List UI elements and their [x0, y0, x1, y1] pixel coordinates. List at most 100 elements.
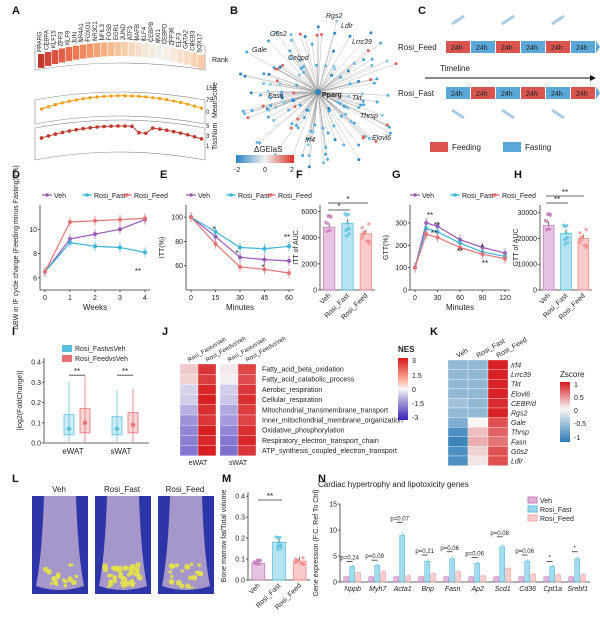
bar: [349, 566, 355, 583]
network-edge: [293, 91, 319, 101]
marrow-fat-dot: [111, 565, 116, 571]
network-node: [245, 50, 249, 54]
data-dot: [344, 213, 348, 217]
network-node: [246, 116, 250, 120]
heatmap-cell: [237, 363, 257, 375]
gene-label: G0s2: [511, 449, 528, 456]
network-node: [322, 161, 326, 165]
data-point: [424, 220, 429, 225]
gene-label: Thrsp: [511, 430, 529, 437]
network-node: [313, 123, 317, 127]
bar: [505, 568, 511, 583]
data-point: [118, 217, 122, 222]
network-node: [332, 124, 336, 128]
network-edge: [282, 91, 319, 99]
meanscore-line: [41, 95, 202, 110]
column-label: Veh: [456, 348, 470, 360]
tissnum-tick-1: 5: [206, 124, 210, 130]
bar: [449, 558, 455, 583]
syringe-icon: [551, 108, 565, 120]
network-node: [362, 103, 366, 107]
y-tick-label: 200: [395, 243, 407, 250]
network-node: [267, 108, 271, 112]
panel-labels: A B C D E F G H I J K L M N: [12, 5, 522, 485]
bar: [418, 576, 425, 583]
panel-label-d: D: [12, 169, 20, 181]
gene-label: GATA2: [184, 29, 190, 48]
mean-point: [82, 420, 88, 425]
gene-label: KLF4: [142, 26, 148, 41]
pvalue-label: *: [549, 556, 552, 562]
network-edge: [263, 83, 319, 93]
data-point: [118, 227, 122, 232]
zscore-tick: -1: [574, 435, 580, 442]
mean-point: [66, 426, 72, 432]
heatmap-cell: [487, 369, 509, 380]
rank-cell: [114, 42, 121, 57]
data-dot: [578, 240, 582, 244]
network-node: [361, 135, 365, 139]
marrow-fat-dot: [61, 578, 66, 582]
heatmap-cell: [467, 398, 489, 409]
legend-label: Rosi_Feed: [134, 193, 168, 200]
data-dot: [563, 242, 567, 246]
syringe-icon: [551, 14, 565, 26]
rank-cell: [86, 43, 94, 58]
network-gene-label: G0s2: [270, 31, 287, 38]
network-node: [295, 83, 299, 87]
network-node: [266, 39, 270, 43]
network-node: [289, 33, 293, 37]
marrow-fat-dot: [55, 574, 61, 580]
significance-mark: **: [135, 267, 141, 276]
legend-e: Veh Rosi_Fast Rosi_Feed: [186, 193, 312, 200]
nes-legend-bar: [398, 358, 408, 420]
heatmap-cell: [467, 379, 489, 389]
gene-label: SOX17: [198, 33, 204, 53]
network-edge: [304, 91, 319, 118]
network-node: [293, 105, 297, 109]
rank-cell: [191, 52, 198, 67]
group-label: sWAT: [229, 460, 248, 467]
heatmap-cell: [237, 384, 257, 395]
network-node: [372, 81, 376, 85]
network-node: [361, 99, 365, 103]
network-node: [280, 96, 284, 100]
gene-label: JUN: [72, 32, 78, 44]
marrow-fat-dot: [117, 566, 123, 572]
data-dot: [252, 560, 256, 564]
legend-marker: [125, 193, 129, 197]
data-dot: [580, 235, 584, 239]
data-dot: [578, 231, 582, 235]
network-node: [380, 113, 384, 117]
network-node: [342, 104, 346, 108]
bar: [443, 576, 450, 583]
marrow-fat-dot: [119, 581, 123, 585]
data-point: [68, 220, 72, 224]
panel-label-c: C: [418, 5, 426, 17]
network-edge: [268, 40, 319, 93]
period-label: 24h: [526, 45, 538, 52]
pathway-label: Mitochondrial_transmembrane_transport: [262, 407, 388, 414]
gene-label: Irf4: [511, 363, 521, 370]
heatmap-cell: [179, 384, 199, 395]
heatmap-cell: [219, 384, 239, 395]
bar: [543, 576, 550, 583]
period-label: 24h: [501, 45, 513, 52]
significance-mark: **: [457, 247, 463, 256]
marrow-fat-dot: [74, 574, 79, 579]
network-node: [326, 131, 330, 135]
network-node: [306, 143, 310, 147]
network-edge: [317, 36, 351, 93]
network-edge: [317, 60, 388, 93]
heatmap-cell: [487, 398, 509, 409]
bar: [493, 576, 500, 583]
x-axis-label: Weeks: [83, 303, 107, 312]
pathway-label: ATP_synthesis_coupled_electron_transport: [262, 448, 397, 455]
y-tick-label: 0.3: [235, 515, 245, 522]
rank-label: Rank: [212, 57, 229, 64]
period-cell: [571, 41, 595, 53]
network-node: [352, 61, 356, 65]
bar: [405, 575, 411, 583]
syringe-icon: [451, 14, 465, 26]
